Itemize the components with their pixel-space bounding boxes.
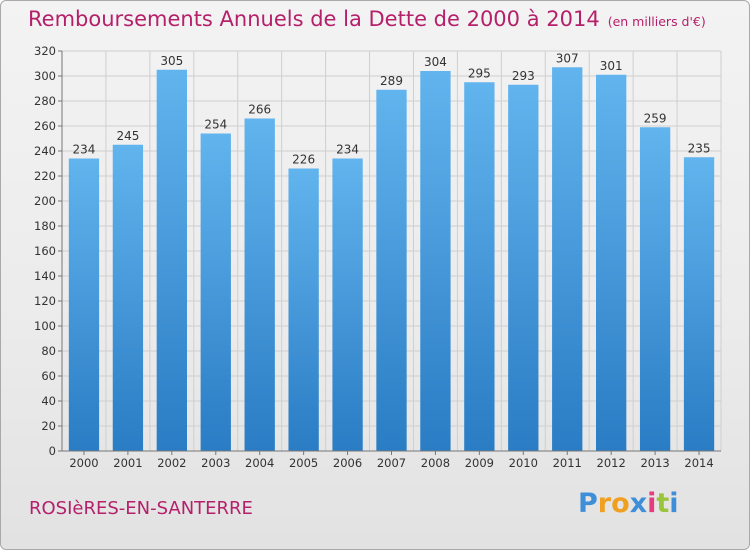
data-label-2002: 305 <box>160 54 183 68</box>
y-tick-label: 20 <box>41 419 56 433</box>
logo-letter: r <box>597 488 612 519</box>
logo-letter: o <box>611 488 630 519</box>
logo-letter: i <box>669 488 679 519</box>
chart-title: Remboursements Annuels de la Dette de 20… <box>28 7 706 31</box>
bars: 234 245 305 254 266 226 234 289 304 295 293 307 301 2… <box>68 51 715 451</box>
x-tick-label-2004: 2004 <box>245 456 274 470</box>
x-tick-label-2003: 2003 <box>201 456 230 470</box>
proxiti-logo: Proxiti <box>578 488 679 519</box>
x-tick-label-2008: 2008 <box>421 456 450 470</box>
bar-2003 <box>200 133 231 451</box>
chart-unit-label: (en milliers d'€) <box>607 14 706 29</box>
bar-2014 <box>683 157 715 451</box>
y-tick-label: 220 <box>34 169 56 183</box>
y-tick-label: 180 <box>34 219 56 233</box>
bar-2012 <box>596 74 627 451</box>
y-tick-label: 280 <box>34 94 56 108</box>
x-tick-label-2014: 2014 <box>684 456 713 470</box>
data-label-2006: 234 <box>336 143 359 157</box>
bar-2004 <box>244 118 275 451</box>
bar-2002 <box>156 69 187 451</box>
y-tick-label: 160 <box>34 244 56 258</box>
data-label-2013: 259 <box>644 111 667 125</box>
bar-2006 <box>332 158 363 451</box>
x-tick-label-2012: 2012 <box>597 456 626 470</box>
bar-2001 <box>112 144 144 451</box>
bar-2010 <box>508 84 539 451</box>
bar-2000 <box>68 158 100 451</box>
y-tick-label: 240 <box>34 144 56 158</box>
bar-2011 <box>552 67 583 451</box>
town-name: ROSIèRES-EN-SANTERRE <box>29 498 253 519</box>
data-label-2009: 295 <box>468 66 491 80</box>
y-tick-label: 40 <box>41 394 56 408</box>
logo-letter: x <box>629 488 648 519</box>
x-tick-label-2002: 2002 <box>157 456 186 470</box>
data-label-2004: 266 <box>248 103 271 117</box>
x-tick-label-2006: 2006 <box>333 456 362 470</box>
bar-2005 <box>288 168 319 451</box>
x-tick-label-2007: 2007 <box>377 456 406 470</box>
x-tick-label-2005: 2005 <box>289 456 318 470</box>
data-label-2003: 254 <box>204 118 227 132</box>
y-tick-label: 80 <box>41 344 56 358</box>
x-tick-label-2000: 2000 <box>69 456 98 470</box>
y-tick-label: 60 <box>41 369 56 383</box>
data-label-2005: 226 <box>292 153 315 167</box>
bar-2013 <box>639 127 671 451</box>
data-label-2014: 235 <box>688 141 711 155</box>
y-tick-label: 140 <box>34 269 56 283</box>
y-tick-label: 100 <box>34 319 56 333</box>
x-tick-label-2001: 2001 <box>113 456 142 470</box>
y-tick-label: 200 <box>34 194 56 208</box>
y-tick-label: 120 <box>34 294 56 308</box>
logo-letter: t <box>656 488 670 519</box>
x-tick-label-2011: 2011 <box>553 456 582 470</box>
y-tick-label: 0 <box>49 444 56 458</box>
data-label-2000: 234 <box>73 143 96 157</box>
data-label-2010: 293 <box>512 69 535 83</box>
data-label-2011: 307 <box>556 51 579 65</box>
x-tick-label-2010: 2010 <box>509 456 538 470</box>
y-tick-label: 300 <box>34 69 56 83</box>
bar-2008 <box>420 71 451 451</box>
bar-2009 <box>464 82 495 451</box>
logo-letter: P <box>578 488 598 519</box>
axes: 0 20 40 60 80 100 120 140 160 180 200 220 240 260 280 3… <box>34 44 721 470</box>
y-tick-label: 320 <box>34 44 56 58</box>
data-label-2007: 289 <box>380 74 403 88</box>
x-tick-label-2009: 2009 <box>465 456 494 470</box>
y-tick-label: 260 <box>34 119 56 133</box>
data-label-2001: 245 <box>116 129 139 143</box>
x-tick-label-2013: 2013 <box>640 456 669 470</box>
bar-2007 <box>376 89 407 451</box>
data-label-2008: 304 <box>424 55 447 69</box>
logo-letter: i <box>647 488 657 519</box>
chart-title-text: Remboursements Annuels de la Dette de 20… <box>28 7 600 31</box>
data-label-2012: 301 <box>600 59 623 73</box>
